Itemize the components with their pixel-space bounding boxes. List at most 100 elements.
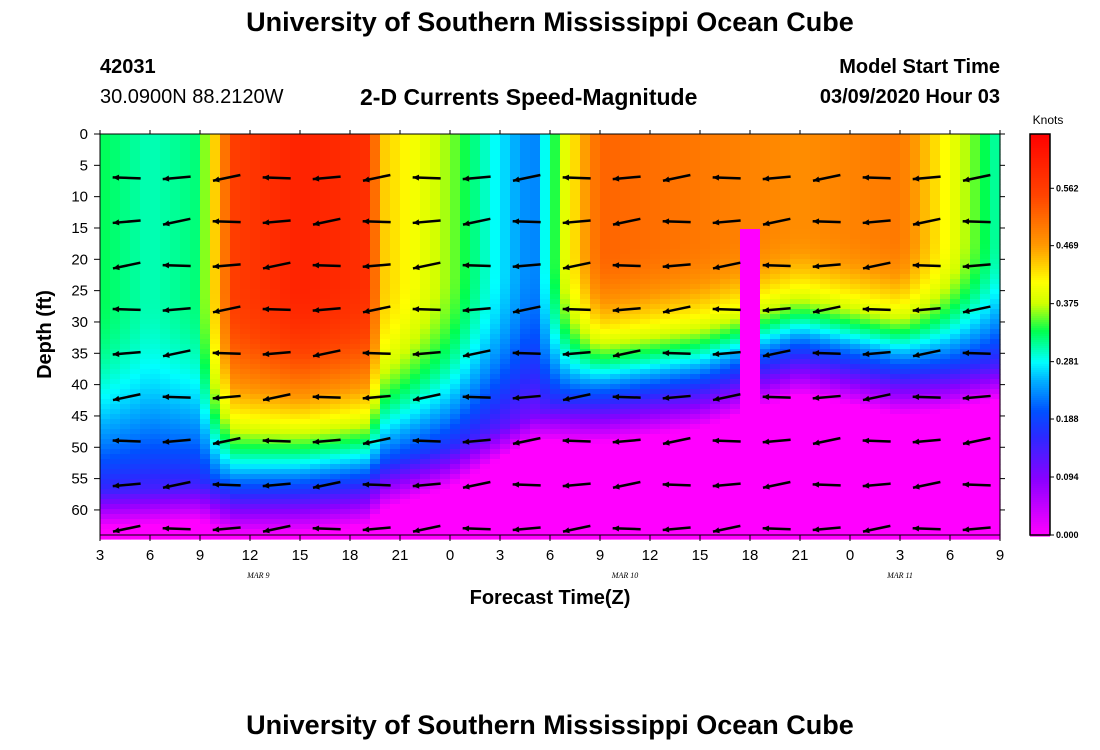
heatmap-cell	[490, 529, 501, 535]
heatmap-cell	[610, 134, 621, 140]
heatmap-cell	[240, 349, 251, 355]
heatmap-cell	[660, 239, 671, 245]
heatmap-cell	[510, 249, 521, 255]
heatmap-cell	[550, 244, 561, 250]
heatmap-cell	[570, 494, 581, 500]
heatmap-cell	[170, 484, 181, 490]
heatmap-cell	[260, 444, 271, 450]
heatmap-cell	[460, 409, 471, 415]
heatmap-cell	[310, 259, 321, 265]
heatmap-cell	[200, 229, 211, 235]
heatmap-cell	[530, 504, 541, 510]
heatmap-cell	[250, 259, 261, 265]
heatmap-cell	[600, 494, 611, 500]
heatmap-cell	[670, 304, 681, 310]
heatmap-cell	[160, 319, 171, 325]
heatmap-cell	[660, 534, 671, 540]
heatmap-cell	[220, 449, 231, 455]
heatmap-cell	[510, 344, 521, 350]
heatmap-cell	[490, 209, 501, 215]
heatmap-cell	[390, 224, 401, 230]
heatmap-cell	[370, 224, 381, 230]
heatmap-cell	[200, 334, 211, 340]
heatmap-cell	[150, 509, 161, 515]
heatmap-cell	[190, 194, 201, 200]
heatmap-cell	[570, 379, 581, 385]
heatmap-cell	[280, 194, 291, 200]
heatmap-cell	[170, 319, 181, 325]
heatmap-cell	[160, 209, 171, 215]
heatmap-cell	[670, 149, 681, 155]
heatmap-cell	[350, 269, 361, 275]
heatmap-cell	[440, 264, 451, 270]
heatmap-cell	[680, 369, 691, 375]
heatmap-cell	[130, 464, 141, 470]
heatmap-cell	[420, 419, 431, 425]
heatmap-cell	[420, 299, 431, 305]
heatmap-cell	[600, 509, 611, 515]
heatmap-cell	[420, 354, 431, 360]
heatmap-cell	[510, 534, 521, 540]
heatmap-cell	[670, 214, 681, 220]
heatmap-cell	[440, 499, 451, 505]
heatmap-cell	[400, 499, 411, 505]
heatmap-cell	[610, 524, 621, 530]
heatmap-cell	[130, 209, 141, 215]
heatmap-cell	[430, 504, 441, 510]
heatmap-cell	[580, 289, 591, 295]
heatmap-cell	[700, 374, 711, 380]
heatmap-cell	[350, 294, 361, 300]
heatmap-cell	[500, 259, 511, 265]
heatmap-cell	[440, 199, 451, 205]
heatmap-cell	[350, 204, 361, 210]
heatmap-cell	[340, 269, 351, 275]
heatmap-cell	[130, 519, 141, 525]
heatmap-cell	[360, 444, 371, 450]
heatmap-cell	[240, 134, 251, 140]
heatmap-cell	[560, 164, 571, 170]
heatmap-cell	[690, 199, 701, 205]
heatmap-cell	[440, 409, 451, 415]
heatmap-cell	[200, 474, 211, 480]
heatmap-cell	[120, 389, 131, 395]
heatmap-cell	[520, 249, 531, 255]
heatmap-cell	[320, 409, 331, 415]
heatmap-cell	[600, 369, 611, 375]
heatmap-cell	[470, 424, 481, 430]
heatmap-cell	[220, 294, 231, 300]
heatmap-cell	[380, 384, 391, 390]
heatmap-cell	[290, 284, 301, 290]
heatmap-cell	[130, 319, 141, 325]
heatmap-cell	[690, 204, 701, 210]
heatmap-cell	[510, 369, 521, 375]
heatmap-cell	[400, 159, 411, 165]
heatmap-cell	[660, 489, 671, 495]
heatmap-cell	[360, 139, 371, 145]
heatmap-cell	[440, 159, 451, 165]
heatmap-cell	[620, 209, 631, 215]
heatmap-cell	[170, 279, 181, 285]
heatmap-cell	[240, 144, 251, 150]
heatmap-cell	[450, 304, 461, 310]
heatmap-cell	[660, 479, 671, 485]
heatmap-cell	[640, 359, 651, 365]
heatmap-cell	[490, 224, 501, 230]
heatmap-cell	[440, 459, 451, 465]
heatmap-cell	[310, 464, 321, 470]
heatmap-cell	[470, 434, 481, 440]
heatmap-cell	[450, 414, 461, 420]
heatmap-cell	[540, 134, 551, 140]
heatmap-cell	[430, 214, 441, 220]
heatmap-cell	[550, 249, 561, 255]
heatmap-cell	[340, 409, 351, 415]
heatmap-cell	[520, 179, 531, 185]
heatmap-cell	[540, 254, 551, 260]
heatmap-cell	[510, 189, 521, 195]
heatmap-cell	[650, 134, 661, 140]
heatmap-cell	[570, 414, 581, 420]
heatmap-cell	[380, 149, 391, 155]
heatmap-cell	[580, 489, 591, 495]
heatmap-cell	[440, 404, 451, 410]
heatmap-cell	[250, 494, 261, 500]
heatmap-cell	[690, 529, 701, 535]
